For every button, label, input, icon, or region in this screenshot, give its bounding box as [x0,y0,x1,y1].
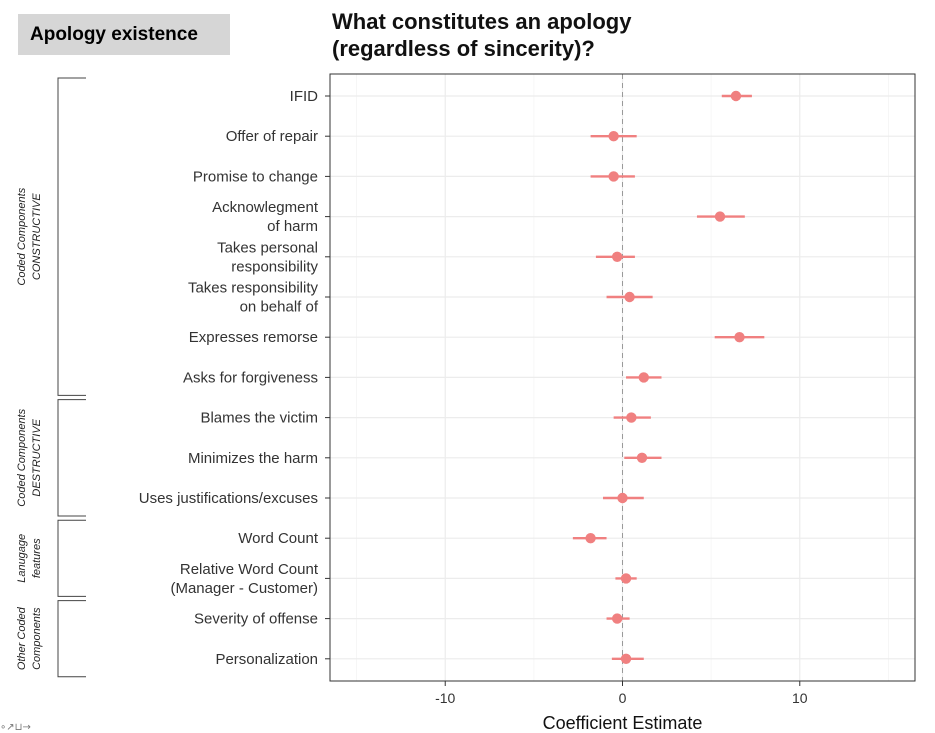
row-label: responsibility [231,258,318,275]
group-label: features [31,538,43,578]
x-tick-label: 10 [792,690,808,706]
estimate-point [734,332,745,343]
group-bracket [57,399,86,517]
estimate-point [617,492,628,504]
estimate-point [608,131,619,142]
row-label: Takes responsibility [188,280,319,297]
row-label: Personalization [215,651,318,668]
estimate-point [620,573,632,584]
group-bracket [57,600,86,678]
row-label: Minimizes the harm [188,450,318,467]
group-label: DESTRUCTIVE [31,418,43,496]
row-label: Severity of offense [194,611,318,628]
row-label: Expresses remorse [189,329,318,346]
row-label: IFID [290,88,318,105]
group-label: Other Coded [16,606,28,670]
row-label: Offer of repair [226,128,318,145]
estimate-point [624,291,635,303]
chart-title: What constitutes an apology (regardless … [332,8,922,62]
x-tick-label: 0 [619,690,627,706]
axes: -10 0 10 Coefficient Estimate [325,73,916,733]
row-label: Uses justifications/excuses [139,490,318,507]
row-label: (Manager - Customer) [170,580,318,597]
group-label: Coded Components [16,187,28,285]
row-label: Blames the victim [200,410,318,427]
data-marks [572,74,765,681]
estimate-point [638,372,649,383]
row-label: Relative Word Count [180,561,319,578]
group-bracket [57,519,86,597]
x-tick-label: -10 [435,690,455,706]
estimate-point [626,412,637,423]
group-label: CONSTRUCTIVE [31,193,43,280]
group-bracket [57,77,86,396]
section-badge: Apology existence [18,14,230,55]
row-labels: IFID Offer of repair Promise to change Ackn… [139,88,319,668]
row-label: of harm [267,218,318,235]
chart-title-line-2: (regardless of sincerity)? [332,36,595,61]
row-label: Word Count [238,530,319,547]
estimate-point [611,613,623,624]
corner-icon: ∘↗⊔→ [0,722,31,733]
row-label: Promise to change [193,168,318,185]
row-label: on behalf of [240,299,319,316]
row-label: Acknowlegment [212,199,319,216]
estimate-point [620,653,632,664]
group-label: Coded Components [16,408,28,506]
estimate-point [611,251,623,262]
estimate-point [636,452,648,463]
row-label: Takes personal [217,239,318,256]
row-label: Asks for forgiveness [183,369,318,386]
x-axis-label: Coefficient Estimate [543,713,703,733]
estimate-point [714,211,726,222]
chart-title-line-1: What constitutes an apology [332,9,632,34]
estimate-point [608,171,619,182]
group-label: Components [31,607,43,670]
estimate-point [730,90,742,102]
group-label: Lanugage [16,534,28,583]
estimate-point [585,533,596,544]
